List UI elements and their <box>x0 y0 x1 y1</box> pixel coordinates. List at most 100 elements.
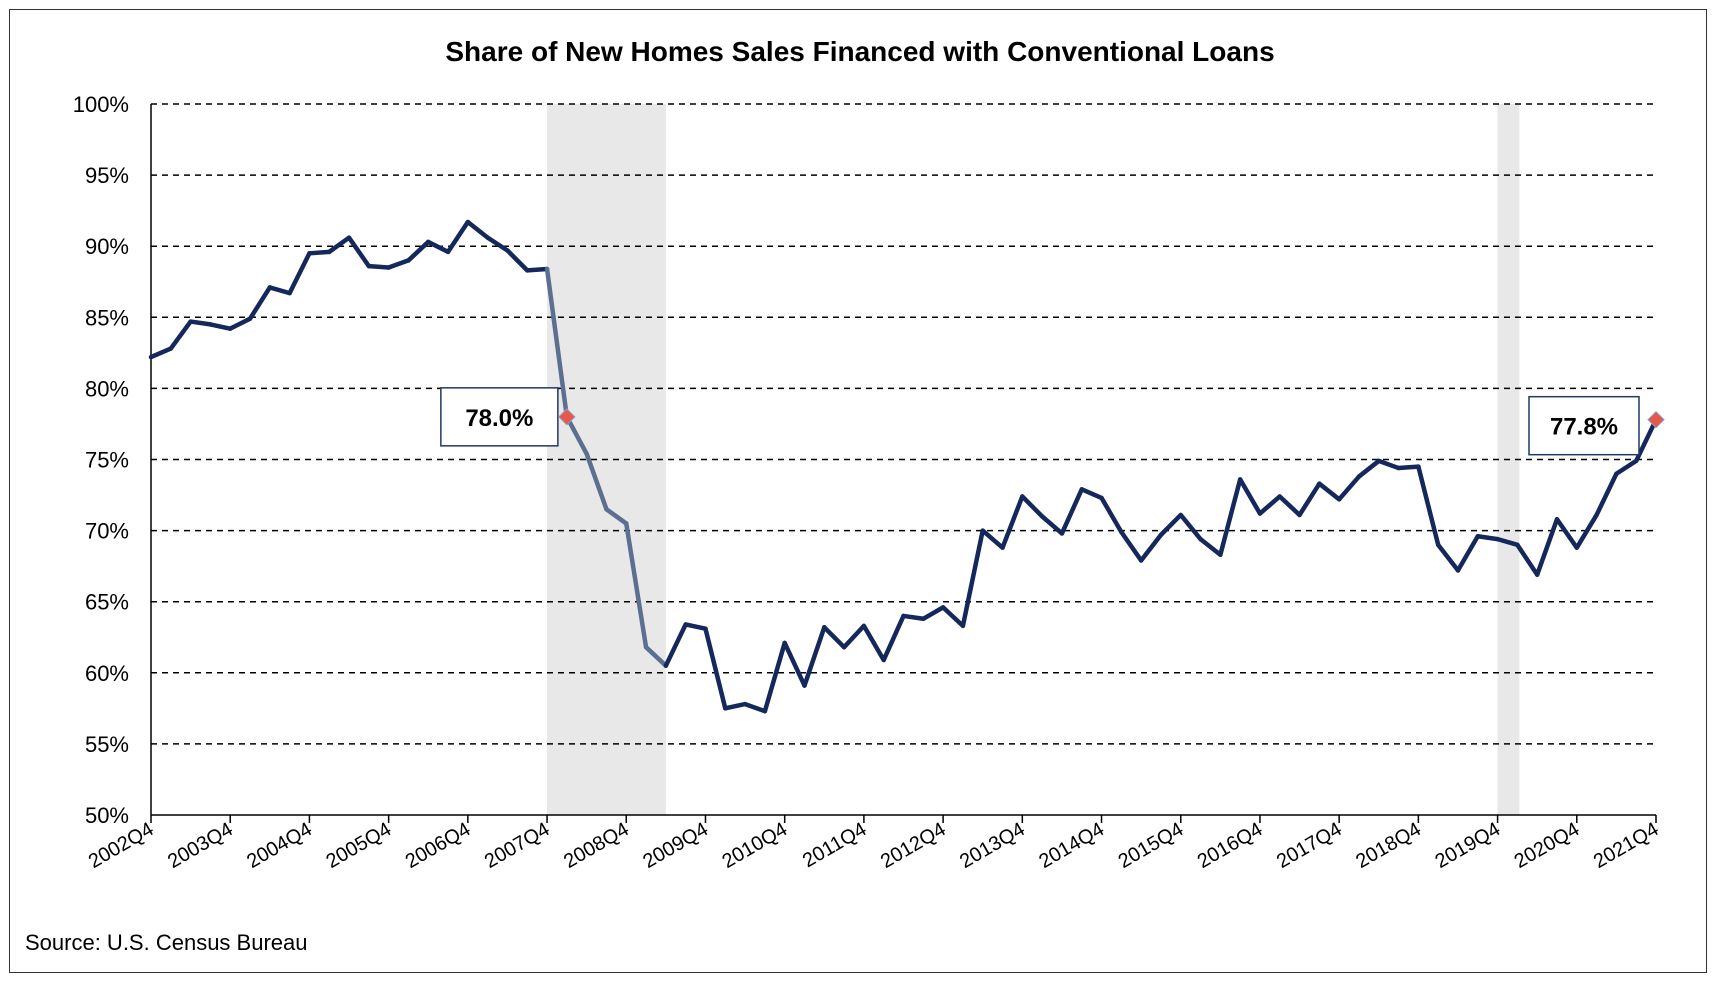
series-segment <box>544 266 570 420</box>
y-tick-label: 70% <box>85 519 129 544</box>
series-segment <box>980 528 1005 550</box>
series-segment <box>802 625 827 688</box>
series-segment <box>267 285 292 296</box>
x-tick-label: 2006Q4 <box>402 818 475 873</box>
series-segment <box>1257 494 1282 516</box>
series-segment <box>1138 532 1164 563</box>
series-segment <box>1218 477 1243 558</box>
series-segment <box>168 319 193 351</box>
series-segment <box>841 623 867 650</box>
series-segment <box>1158 512 1183 538</box>
series-segment <box>525 266 550 273</box>
series-segment <box>1376 458 1401 471</box>
y-tick-label: 55% <box>85 732 129 757</box>
series-segment <box>1574 512 1599 550</box>
series-segment <box>287 251 312 296</box>
chart-title: Share of New Homes Sales Financed with C… <box>445 36 1274 67</box>
series-segment <box>703 626 728 711</box>
series-segment <box>624 521 649 650</box>
callout-box <box>1528 395 1640 456</box>
callout-box <box>440 387 559 447</box>
series-segment <box>1039 514 1065 536</box>
series-segment <box>366 263 391 270</box>
gridlines <box>151 103 1656 745</box>
series-segment <box>762 640 787 714</box>
series-segment <box>901 613 926 622</box>
x-tick-label: 2008Q4 <box>560 818 633 873</box>
series-segment <box>1396 464 1421 471</box>
series-segment <box>1198 536 1223 558</box>
series-segment <box>584 451 609 512</box>
series-segment <box>307 249 332 256</box>
series-segment <box>1435 542 1461 573</box>
series-segment <box>1178 512 1203 542</box>
series-segment <box>881 613 906 663</box>
series-segment <box>1059 487 1084 536</box>
series-segment <box>1356 458 1382 479</box>
series-segment <box>822 625 847 650</box>
series-segment <box>465 219 490 240</box>
series-segment <box>683 622 708 631</box>
x-tick-label: 2013Q4 <box>956 818 1029 873</box>
series-segment <box>1416 464 1441 548</box>
y-tick-label: 95% <box>85 163 129 188</box>
series-segment <box>1277 494 1302 518</box>
series-segment <box>723 701 748 711</box>
series-segment <box>1297 481 1322 518</box>
x-tick-label: 2009Q4 <box>639 818 712 873</box>
series-segment <box>1000 494 1025 550</box>
series-segment <box>643 644 669 668</box>
y-tick-label: 60% <box>85 661 129 686</box>
series-segment <box>940 605 966 629</box>
x-tick-label: 2003Q4 <box>164 818 237 873</box>
highlight-marker <box>1647 410 1665 429</box>
source-note: Source: U.S. Census Bureau <box>25 930 307 955</box>
series-segment <box>445 219 471 255</box>
y-tick-label: 75% <box>85 448 129 473</box>
series-segment <box>782 640 807 688</box>
y-tick-label: 65% <box>85 590 129 615</box>
series-lines <box>148 219 1659 714</box>
series-segment <box>208 322 233 331</box>
series-segment <box>742 701 768 714</box>
axes <box>150 104 1656 816</box>
y-tick-label: 90% <box>85 234 129 259</box>
series-segment <box>1237 477 1263 516</box>
x-tick-label: 2012Q4 <box>877 818 950 873</box>
x-tick-label: 2021Q4 <box>1590 818 1663 873</box>
annotations: 78.0% 77.8% <box>440 387 1665 456</box>
series-segment <box>1336 474 1362 502</box>
series-segment <box>326 235 352 255</box>
highlight-marker <box>558 408 576 426</box>
y-tick-label: 85% <box>85 305 129 330</box>
series-segment <box>227 316 253 331</box>
series-segment <box>1594 471 1619 518</box>
series-segment <box>247 285 273 321</box>
series-segment <box>1475 534 1500 542</box>
y-axis-ticks: 50% 55% 60% 65% 70% 75% 80% 85% 90% 95% 100% <box>73 92 129 828</box>
x-tick-label: 2014Q4 <box>1035 818 1108 873</box>
callout-label: 77.8% <box>1550 414 1618 441</box>
series-segment <box>960 528 985 629</box>
series-segment <box>604 507 629 526</box>
x-tick-label: 2004Q4 <box>243 818 316 873</box>
series-segment <box>188 319 213 327</box>
series-segment <box>1079 487 1104 501</box>
series-segment <box>921 605 946 622</box>
series-segment <box>861 623 886 663</box>
series-segment <box>564 414 589 457</box>
y-tick-label: 80% <box>85 376 129 401</box>
series-segment <box>1495 536 1520 548</box>
x-tick-label: 2016Q4 <box>1194 818 1267 873</box>
series-segment <box>425 239 451 255</box>
series-segment <box>346 235 372 269</box>
x-tick-label: 2018Q4 <box>1352 818 1425 873</box>
y-tick-label: 50% <box>85 803 129 828</box>
series-segment <box>1515 542 1540 577</box>
series-segment <box>663 622 688 668</box>
x-tick-label: 2007Q4 <box>481 818 554 873</box>
series-segment <box>148 346 174 360</box>
y-tick-label: 100% <box>73 92 129 117</box>
series-segment <box>1020 494 1045 519</box>
